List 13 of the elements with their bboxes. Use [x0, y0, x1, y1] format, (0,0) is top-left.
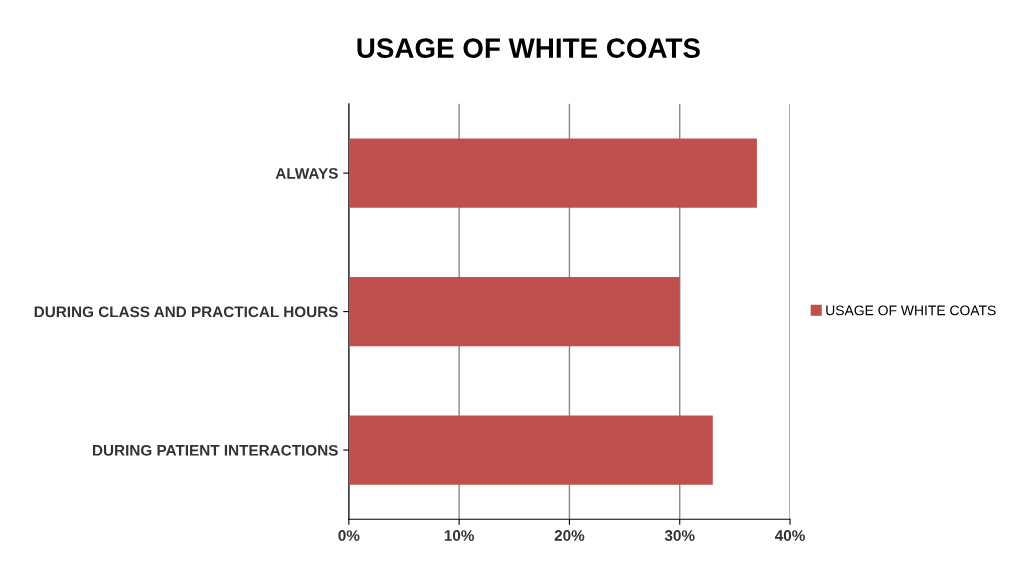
bar	[348, 138, 757, 208]
x-tick-label: 30%	[664, 530, 695, 541]
y-tick-label: ALWAYS	[275, 167, 338, 179]
x-tick-label: 40%	[774, 530, 805, 541]
bar	[348, 415, 713, 485]
y-tick-label: DURING CLASS AND PRACTICAL HOURS	[34, 306, 338, 318]
legend-label: USAGE OF WHITE COATS	[826, 305, 996, 316]
x-tick-label: 20%	[554, 530, 585, 541]
x-tick-label: 10%	[444, 530, 475, 541]
chart-title: USAGE OF WHITE COATS	[357, 38, 700, 58]
x-tick-label: 0%	[338, 530, 360, 541]
y-tick-label: DURING PATIENT INTERACTIONS	[93, 444, 338, 456]
bar	[348, 276, 680, 347]
